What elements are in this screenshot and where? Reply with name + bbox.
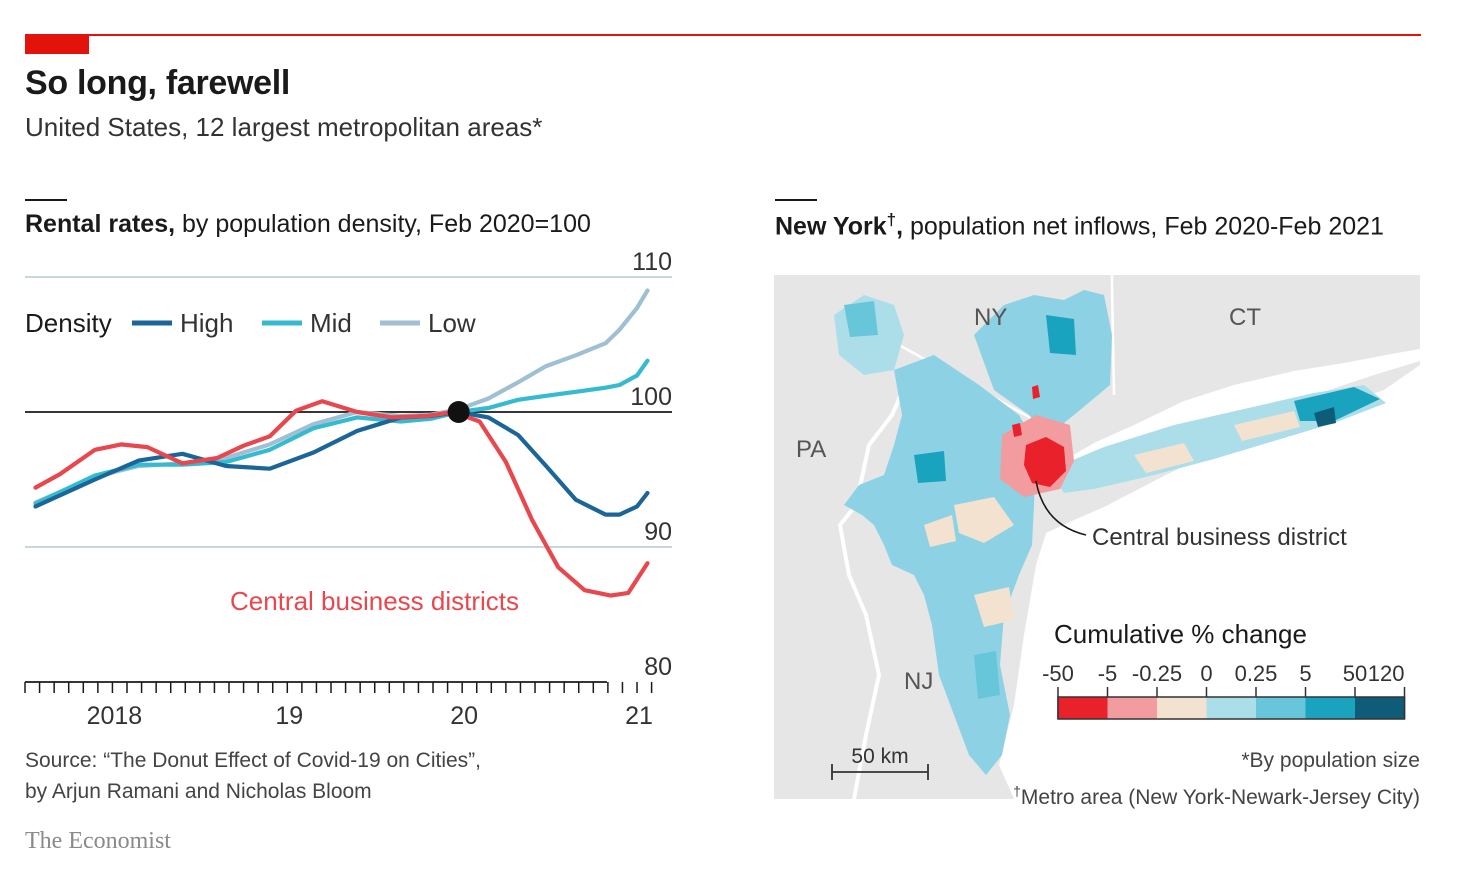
region-beige-1 <box>954 497 1014 543</box>
page-subtitle: United States, 12 largest metropolitan a… <box>25 112 543 142</box>
legend-swatch-6 <box>1355 697 1405 719</box>
left-panel-title-bold: Rental rates, <box>25 210 176 238</box>
series-line-mid <box>33 358 650 506</box>
legend-tick-label-2: -0.25 <box>1132 661 1182 686</box>
map-note-2: †Metro area (New York-Newark-Jersey City… <box>1013 776 1420 813</box>
legend-label-mid: Mid <box>310 308 352 338</box>
region-teal-4 <box>844 301 878 337</box>
legend-tick-label-0: -50 <box>1042 661 1074 686</box>
cbd-annotation: Central business district <box>1092 524 1347 551</box>
top-accent-block <box>25 34 89 54</box>
right-panel-rule <box>775 199 817 201</box>
chart-series <box>33 288 650 598</box>
map-note-2-dagger: † <box>1013 783 1021 799</box>
map-label-ct: CT <box>1229 304 1261 331</box>
left-panel-title: Rental rates, by population density, Feb… <box>25 210 591 239</box>
legend-tick-label-3: 0 <box>1200 661 1212 686</box>
x-tick-label-2018: 2018 <box>87 702 143 730</box>
legend-tick-label-5: 5 <box>1299 661 1311 686</box>
scale-bar: 50 km <box>831 745 929 780</box>
legend-title: Density <box>25 308 112 338</box>
y-tick-label-90: 90 <box>644 518 672 546</box>
region-teal-1 <box>1046 315 1076 355</box>
region-ny-north <box>974 290 1112 435</box>
legend-swatch-3 <box>1206 697 1256 719</box>
x-axis: 2018 19 20 21 <box>24 681 653 730</box>
source-note: Source: “The Donut Effect of Covid-19 on… <box>25 745 481 807</box>
map-label-ny: NY <box>974 304 1007 331</box>
map-notes: *By population size †Metro area (New Yor… <box>1013 745 1420 813</box>
map-label-pa: PA <box>796 436 826 463</box>
series-line-high <box>33 409 650 517</box>
x-tick-label-20: 20 <box>450 702 478 730</box>
right-panel-title: New York†, population net inflows, Feb 2… <box>775 210 1384 241</box>
y-tick-label-100: 100 <box>630 383 672 411</box>
page-title: So long, farewell <box>25 64 291 102</box>
left-panel-title-rest: by population density, Feb 2020=100 <box>175 210 591 238</box>
map-note-2-text: Metro area (New York-Newark-Jersey City) <box>1020 786 1420 809</box>
legend-label-low: Low <box>428 308 476 338</box>
scale-bar-label: 50 km <box>851 745 908 768</box>
source-line-2: by Arjun Ramani and Nicholas Bloom <box>25 780 372 803</box>
map-legend: Cumulative % change -50 -5 -0.25 0 0.25 5 50 12… <box>1042 619 1406 720</box>
left-panel-rule <box>25 199 67 201</box>
top-accent-rule <box>25 34 1421 36</box>
region-beige-3 <box>1134 443 1194 473</box>
chart-legend: Density High Mid Low <box>25 308 476 338</box>
legend-tick-label-1: -5 <box>1098 661 1118 686</box>
series-line-central-business-districts <box>33 399 650 598</box>
region-beige-2 <box>974 587 1014 627</box>
map-note-1: *By population size <box>1241 749 1420 772</box>
right-panel-title-bold: New York <box>775 212 887 241</box>
legend-tick-label-4: 0.25 <box>1235 661 1278 686</box>
ny-ct-border <box>1110 284 1116 396</box>
region-beige-4 <box>1234 411 1300 441</box>
ocean <box>999 345 1420 799</box>
chart-gridlines <box>25 276 672 548</box>
source-line-1: Source: “The Donut Effect of Covid-19 on… <box>25 749 481 772</box>
region-red-dots-1 <box>1012 423 1022 437</box>
map-legend-ticks: -50 -5 -0.25 0 0.25 5 50 120 <box>1042 661 1406 719</box>
legend-swatch-2 <box>1157 697 1207 719</box>
right-panel-title-rest: population net inflows, Feb 2020-Feb 202… <box>903 212 1384 241</box>
metro-region <box>834 290 1386 775</box>
legend-tick-label-7: 120 <box>1368 661 1405 686</box>
region-teal-3 <box>1294 387 1380 421</box>
region-red-dots-2 <box>1032 385 1040 399</box>
legend-tick-label-6: 50 <box>1343 661 1367 686</box>
legend-label-high: High <box>180 308 233 338</box>
x-tick-label-19: 19 <box>275 702 303 730</box>
reference-point <box>447 401 470 423</box>
region-teal-5 <box>974 651 1000 699</box>
x-tick-label-21: 21 <box>625 702 653 730</box>
delaware-river <box>837 364 916 799</box>
region-teal-2 <box>914 451 946 483</box>
legend-swatch-1 <box>1107 697 1157 719</box>
legend-border <box>1057 696 1406 720</box>
cbd-annotation-leader <box>1035 480 1087 536</box>
region-cbd-core <box>1024 437 1066 487</box>
y-axis-labels: 80 90 100 110 <box>630 248 672 681</box>
new-york-map: NY CT PA NJ Central business district 50… <box>774 275 1420 799</box>
right-panel-title-dagger: † <box>886 210 897 229</box>
y-tick-label-80: 80 <box>644 653 672 681</box>
legend-swatch-0 <box>1058 697 1108 719</box>
map-legend-title: Cumulative % change <box>1054 619 1307 649</box>
brand-logo-text: The Economist <box>25 828 171 854</box>
y-tick-label-110: 110 <box>632 248 672 276</box>
legend-swatch-5 <box>1305 697 1355 719</box>
map-label-nj: NJ <box>904 668 933 695</box>
region-beige-5 <box>924 515 956 547</box>
map-legend-swatches <box>1057 696 1406 720</box>
legend-swatch-4 <box>1256 697 1306 719</box>
cbd-series-label: Central business districts <box>230 586 519 616</box>
region-navy-1 <box>1314 407 1336 427</box>
right-panel-title-comma: , <box>896 212 904 241</box>
